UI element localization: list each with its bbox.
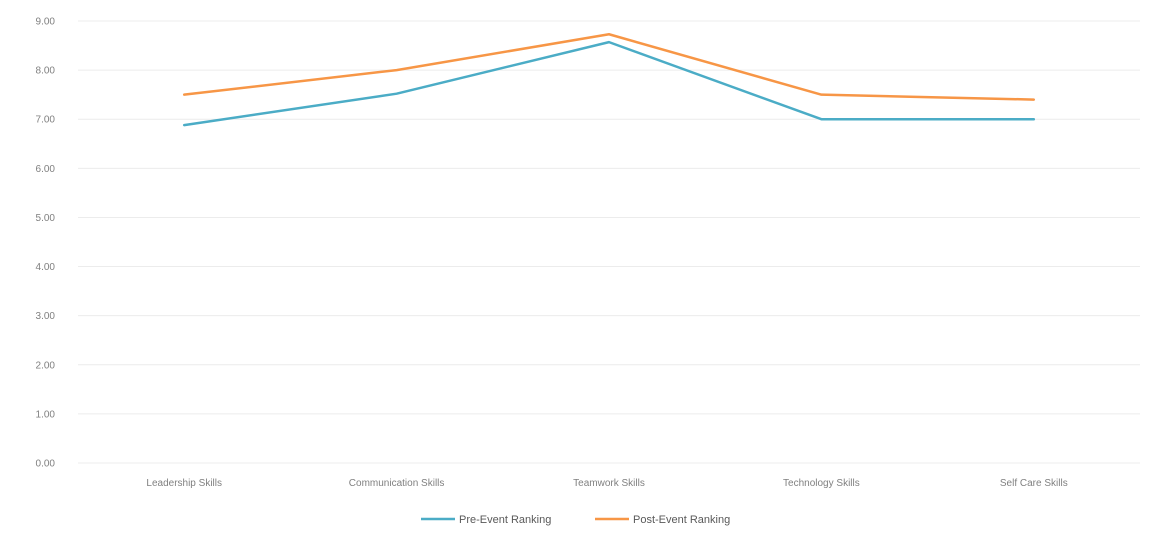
- legend: Pre-Event Ranking Post-Event Ranking: [421, 514, 730, 526]
- x-tick-label: Self Care Skills: [1000, 478, 1068, 489]
- y-tick-label: 4.00: [36, 262, 56, 273]
- legend-label-pre-event: Pre-Event Ranking: [459, 514, 551, 526]
- series-line-post-event: [182, 33, 1036, 101]
- x-tick-label: Leadership Skills: [146, 478, 222, 489]
- series-lines: [182, 33, 1036, 127]
- gridlines: [78, 20, 1140, 464]
- y-tick-label: 9.00: [36, 17, 56, 28]
- y-tick-label: 2.00: [36, 360, 56, 371]
- x-axis-ticks: Leadership Skills Communication Skills Tea…: [146, 478, 1067, 489]
- legend-label-post-event: Post-Event Ranking: [633, 514, 730, 526]
- x-tick-label: Teamwork Skills: [573, 478, 645, 489]
- x-tick-label: Communication Skills: [349, 478, 445, 489]
- y-tick-label: 1.00: [36, 409, 56, 420]
- y-tick-label: 5.00: [36, 213, 56, 224]
- y-tick-label: 6.00: [36, 164, 56, 175]
- y-tick-label: 3.00: [36, 311, 56, 322]
- y-tick-label: 7.00: [36, 115, 56, 126]
- series-line-pre-event: [182, 40, 1036, 127]
- y-tick-label: 8.00: [36, 66, 56, 77]
- x-tick-label: Technology Skills: [783, 478, 860, 489]
- y-tick-label: 0.00: [36, 459, 56, 470]
- y-axis-ticks: 0.00 1.00 2.00 3.00 4.00 5.00 6.00 7.00 8.00 9.00: [36, 17, 56, 470]
